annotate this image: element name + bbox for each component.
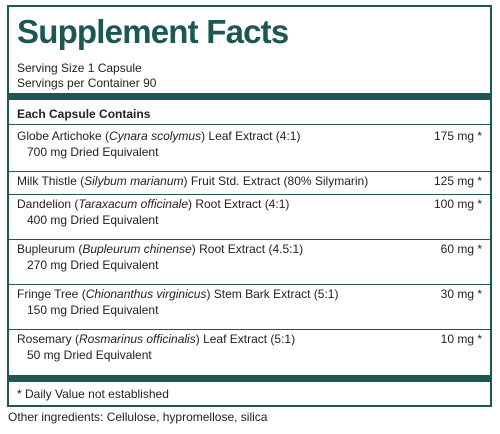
ingredient-name: Fringe Tree (: [17, 287, 86, 301]
ingredient-name: Globe Artichoke (: [17, 129, 110, 143]
ingredient-line: Bupleurum (Bupleurum chinense) Root Extr…: [17, 241, 482, 257]
amount: 30 mg *: [440, 287, 482, 301]
rule: [9, 194, 490, 195]
amount: 10 mg *: [440, 332, 482, 346]
ingredient-detail: ) Root Extract (4:1): [188, 197, 290, 211]
ingredient-detail: ) Leaf Extract (5:1): [195, 332, 296, 346]
ingredient-detail: ) Root Extract (4.5:1): [191, 242, 304, 256]
amount: 125 mg *: [433, 174, 482, 188]
latin-name: Rosmarinus officinalis: [79, 332, 196, 346]
dried-equivalent: 700 mg Dried Equivalent: [27, 145, 159, 159]
rule: [9, 171, 490, 172]
rule: [9, 124, 490, 125]
dried-equivalent: 400 mg Dried Equivalent: [27, 213, 159, 227]
amount: 100 mg *: [433, 197, 482, 211]
latin-name: Taraxacum officinale: [78, 197, 188, 211]
other-ingredients: Other ingredients: Cellulose, hypromello…: [8, 410, 268, 424]
serving-size: Serving Size 1 Capsule: [17, 61, 142, 75]
latin-name: Silybum marianum: [84, 174, 184, 188]
ingredient-line: Rosemary (Rosmarinus officinalis) Leaf E…: [17, 331, 482, 347]
ingredient-row: Fringe Tree (Chionanthus virginicus) Ste…: [17, 286, 482, 318]
latin-name: Bupleurum chinense: [82, 242, 192, 256]
thick-rule: [9, 375, 490, 382]
ingredient-row: Milk Thistle (Silybum marianum) Fruit St…: [17, 173, 482, 189]
servings-per-container: Servings per Container 90: [17, 76, 157, 90]
ingredient-line: Dandelion (Taraxacum officinale) Root Ex…: [17, 196, 482, 212]
table-heading: Each Capsule Contains: [17, 107, 151, 121]
rule: [9, 284, 490, 285]
label-box: Supplement Facts Serving Size 1 Capsule …: [7, 5, 492, 407]
ingredient-row: Rosemary (Rosmarinus officinalis) Leaf E…: [17, 331, 482, 363]
ingredient-name: Milk Thistle (: [17, 174, 85, 188]
ingredient-name: Bupleurum (: [17, 242, 83, 256]
ingredient-detail: ) Fruit Std. Extract (80% Silymarin): [183, 174, 369, 188]
ingredient-name: Rosemary (: [17, 332, 80, 346]
ingredient-detail: ) Leaf Extract (4:1): [201, 129, 301, 143]
footnote: * Daily Value not established: [17, 387, 169, 401]
thick-rule: [9, 93, 490, 100]
dried-equivalent: 50 mg Dried Equivalent: [27, 348, 152, 362]
latin-name: Cynara scolymus: [109, 129, 202, 143]
latin-name: Chionanthus virginicus: [85, 287, 207, 301]
amount: 175 mg *: [433, 129, 482, 143]
amount: 60 mg *: [440, 242, 482, 256]
title: Supplement Facts: [17, 13, 289, 50]
ingredient-row: Bupleurum (Bupleurum chinense) Root Extr…: [17, 241, 482, 273]
ingredient-line: Globe Artichoke (Cynara scolymus) Leaf E…: [17, 128, 482, 144]
dried-equivalent: 270 mg Dried Equivalent: [27, 258, 159, 272]
rule: [9, 239, 490, 240]
ingredient-line: Fringe Tree (Chionanthus virginicus) Ste…: [17, 286, 482, 302]
rule: [9, 329, 490, 330]
ingredient-detail: ) Stem Bark Extract (5:1): [206, 287, 339, 301]
ingredient-row: Globe Artichoke (Cynara scolymus) Leaf E…: [17, 128, 482, 160]
ingredient-line: Milk Thistle (Silybum marianum) Fruit St…: [17, 173, 482, 189]
ingredient-row: Dandelion (Taraxacum officinale) Root Ex…: [17, 196, 482, 228]
dried-equivalent: 150 mg Dried Equivalent: [27, 303, 159, 317]
ingredient-name: Dandelion (: [17, 197, 79, 211]
